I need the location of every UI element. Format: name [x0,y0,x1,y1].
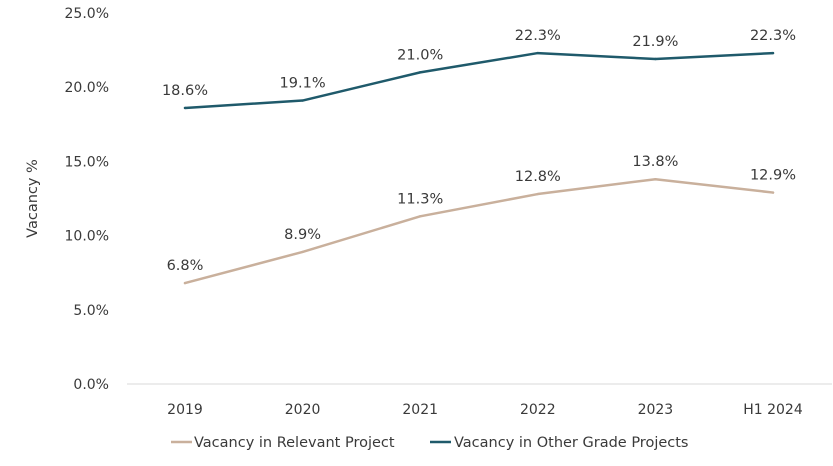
data-point [183,106,187,110]
x-tick-label: 2021 [402,402,438,418]
legend-label: Vacancy in Other Grade Projects [454,435,688,451]
data-point [536,192,539,196]
data-label: 19.1% [280,76,326,92]
legend: Vacancy in Relevant Project Vacancy in Ot… [171,435,688,451]
data-point [771,191,775,194]
y-tick-label: 5.0% [73,303,109,319]
data-label: 6.8% [167,258,204,274]
data-point [301,250,304,254]
x-axis-ticks: 2019 2020 2021 2022 2023 H1 2024 [167,402,803,418]
x-tick-label: 2023 [638,402,674,418]
y-axis-label: Vacancy % [25,159,41,238]
legend-label: Vacancy in Relevant Project [194,435,395,451]
data-point [654,178,657,181]
data-label: 12.9% [750,168,796,184]
data-label: 18.6% [162,83,208,99]
data-point [301,99,304,102]
x-tick-label: 2019 [167,402,203,418]
data-label: 12.8% [515,169,561,185]
data-point [536,51,539,55]
data-point [419,215,422,218]
y-tick-label: 10.0% [65,229,109,245]
y-axis-ticks: 0.0% 5.0% 10.0% 15.0% 20.0% 25.0% [65,6,109,393]
x-tick-label: 2022 [520,402,556,418]
y-tick-label: 15.0% [65,154,109,170]
y-tick-label: 25.0% [65,6,109,22]
x-tick-label: 2020 [285,402,321,418]
data-point [183,281,187,285]
data-label: 22.3% [515,28,561,44]
data-label: 8.9% [284,227,321,243]
data-point [771,51,775,55]
data-label: 21.0% [397,47,443,63]
data-label: 22.3% [750,28,796,44]
y-tick-label: 0.0% [73,377,109,393]
series-group: 6.8% 8.9% 11.3% 12.8% 13.8% 12.9% 18.6% 19.1% 21… [162,28,796,285]
data-label: 21.9% [632,34,678,50]
series-line-1 [183,177,775,285]
y-tick-label: 20.0% [65,80,109,96]
data-label: 11.3% [397,191,443,207]
x-tick-label: H1 2024 [743,402,803,418]
data-point [419,71,422,74]
data-label: 13.8% [632,154,678,170]
data-point [654,57,657,61]
series-line-2 [183,51,775,110]
